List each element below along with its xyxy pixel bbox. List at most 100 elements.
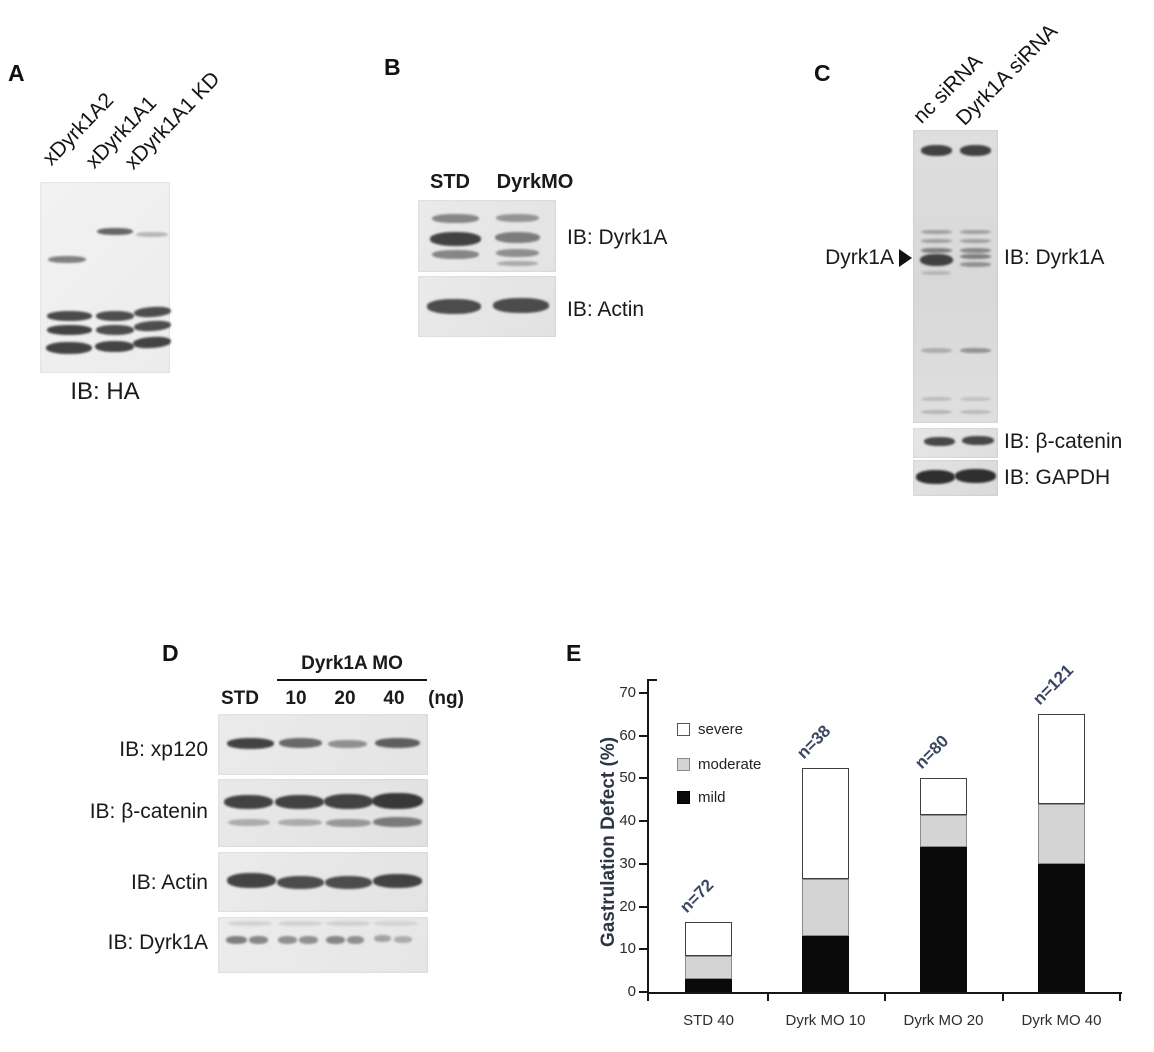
blot-band (960, 348, 991, 353)
y-tick-label: 10 (619, 940, 636, 958)
blot-d-label-dyrk1a: IB: Dyrk1A (107, 931, 208, 954)
blot-band (325, 876, 372, 889)
blot-d-label-xp120: IB: xp120 (119, 738, 208, 761)
blot-band (47, 311, 92, 321)
blot-d-label-bcatenin: IB: β-catenin (89, 800, 208, 823)
blot-band (249, 936, 268, 944)
blot-band (95, 341, 134, 352)
blot-band (432, 250, 479, 259)
blot-band (224, 795, 273, 809)
x-category-label: Dyrk MO 40 (1021, 1012, 1102, 1029)
blot-band (278, 936, 297, 944)
blot-band (394, 936, 412, 943)
blot-band (960, 262, 991, 267)
blot-band (227, 873, 276, 888)
bar-count-label: n=38 (793, 721, 835, 763)
y-tick (639, 991, 648, 993)
blot-band (921, 248, 952, 253)
y-tick-label: 40 (619, 812, 636, 830)
blot-band (278, 921, 322, 926)
blot-band (962, 436, 994, 445)
bar-segment-moderate (920, 814, 967, 847)
blot-band (227, 738, 274, 749)
blot-band (133, 319, 172, 333)
blot-band (432, 214, 479, 223)
band-pointer-arrow-icon (899, 249, 912, 267)
blot-c-label-dyrk1a: IB: Dyrk1A (1004, 246, 1105, 269)
y-tick (639, 905, 648, 908)
blot-band (373, 817, 422, 827)
blot-band (374, 921, 418, 926)
panel-d-letter: D (162, 640, 179, 666)
lane-label-std: STD (430, 171, 470, 193)
legend-swatch-mild (677, 791, 690, 804)
bar-segment-mild (1038, 863, 1085, 992)
blot-band (279, 738, 322, 748)
panel-e-letter: E (566, 640, 582, 666)
y-tick-label: 60 (619, 726, 636, 744)
bar-segment-mild (920, 846, 967, 992)
western-blot-c-gapdh (913, 460, 998, 496)
blot-band (374, 935, 391, 942)
blot-band (48, 256, 86, 263)
y-tick-label: 70 (619, 684, 636, 701)
blot-band (326, 921, 370, 926)
lane-label-20: 20 (334, 688, 356, 709)
x-tick (767, 992, 769, 1001)
bar-segment-moderate (685, 955, 732, 980)
x-category-label: STD 40 (683, 1012, 734, 1029)
x-category-label: Dyrk MO 20 (903, 1012, 984, 1029)
blot-band (921, 410, 952, 414)
blot-band (916, 470, 955, 484)
blot-band (228, 921, 272, 926)
blot-band (278, 819, 322, 826)
blot-band (228, 819, 270, 826)
blot-band (497, 261, 538, 266)
western-blot-d-xp120 (218, 714, 428, 775)
y-axis (647, 679, 649, 994)
unit-label-ng: (ng) (428, 688, 464, 709)
blot-band (132, 335, 172, 350)
blot-band (372, 793, 423, 809)
y-tick-label: 0 (627, 983, 636, 1000)
blot-band (324, 794, 373, 809)
y-tick (639, 777, 648, 780)
bar-segment-severe (1038, 714, 1085, 805)
blot-band (299, 936, 318, 944)
blot-band (326, 936, 345, 944)
blot-band (226, 936, 247, 944)
blot-band (960, 410, 991, 414)
blot-band (96, 325, 134, 335)
blot-band (326, 819, 371, 827)
blot-band (47, 325, 92, 335)
bar-segment-mild (685, 979, 732, 992)
legend-label-mild: mild (698, 789, 726, 806)
bar-segment-mild (802, 936, 849, 992)
y-axis-title: Gastrulation Defect (%) (598, 736, 619, 948)
blot-band (921, 271, 951, 275)
blot-band (960, 248, 991, 253)
blot-a-caption: IB: HA (70, 378, 140, 405)
y-tick (639, 820, 648, 823)
blot-band (924, 437, 955, 446)
western-blot-b-dyrk1a (418, 200, 556, 272)
blot-band (496, 249, 539, 257)
western-blot-c-dyrk1a (913, 130, 998, 423)
group-underline (277, 679, 427, 681)
blot-band (920, 254, 953, 266)
x-tick (1119, 992, 1121, 1001)
blot-band (328, 740, 367, 748)
blot-band (493, 298, 549, 313)
legend-swatch-severe (677, 723, 690, 736)
bar-count-label: n=72 (676, 874, 718, 917)
blot-band (921, 397, 952, 401)
blot-b-label-dyrk1a: IB: Dyrk1A (567, 226, 668, 249)
blot-band (46, 342, 92, 354)
y-axis-top-cap (648, 679, 657, 681)
bar-segment-severe (685, 921, 732, 956)
lane-label-std: STD (221, 688, 259, 709)
blot-band (96, 311, 134, 321)
bar-segment-severe (920, 778, 967, 815)
bar-segment-moderate (802, 878, 849, 937)
